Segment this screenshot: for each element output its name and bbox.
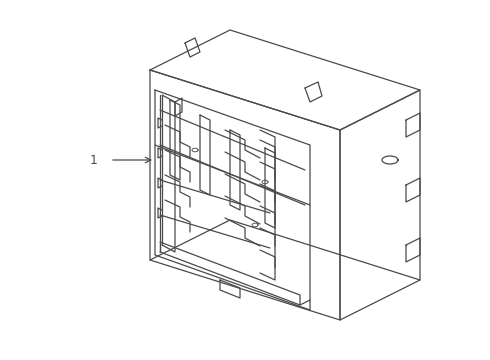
Text: 1: 1	[90, 153, 98, 166]
